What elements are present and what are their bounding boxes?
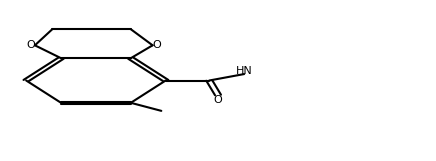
Text: O: O <box>153 40 161 50</box>
Text: O: O <box>26 40 35 50</box>
Text: O: O <box>214 95 222 105</box>
Text: HN: HN <box>236 66 252 76</box>
